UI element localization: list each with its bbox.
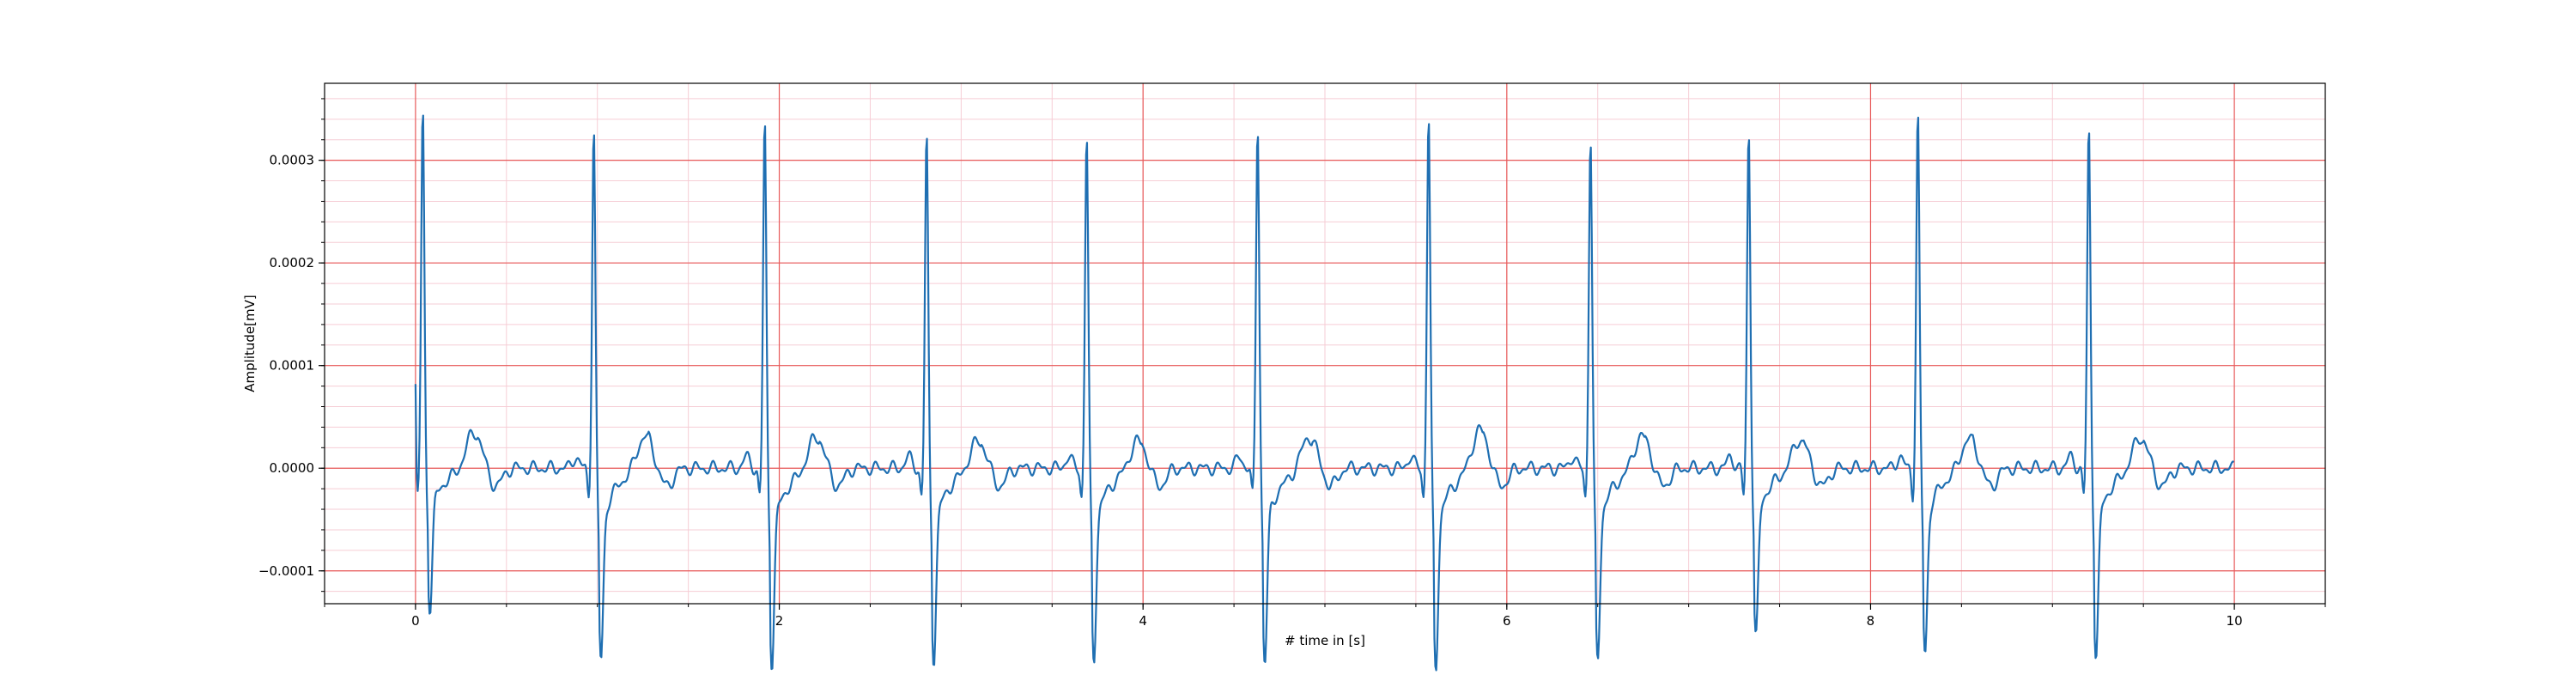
y-axis-ticks: −0.0001 0.0000 0.0001 0.0002 0.0003 — [258, 98, 325, 593]
x-tick-label: 4 — [1139, 613, 1147, 629]
y-tick-label: 0.0001 — [270, 358, 315, 374]
x-axis-label: # time in [s] — [1285, 633, 1365, 648]
major-grid — [325, 83, 2325, 604]
y-tick-label: 0.0002 — [270, 255, 315, 271]
y-tick-label: 0.0003 — [270, 153, 315, 168]
ecg-signal-line — [414, 114, 2235, 672]
series-layer — [414, 114, 2235, 672]
x-axis-ticks: 0 2 4 6 8 10 — [324, 604, 2326, 629]
x-tick-label: 2 — [775, 613, 784, 629]
y-tick-label: 0.0000 — [270, 460, 315, 476]
x-tick-label: 8 — [1867, 613, 1875, 629]
x-tick-label: 6 — [1503, 613, 1511, 629]
x-tick-label: 0 — [411, 613, 420, 629]
y-tick-label: −0.0001 — [258, 563, 314, 579]
x-tick-label: 10 — [2227, 613, 2243, 629]
y-axis-label: Amplitude[mV] — [242, 295, 258, 392]
